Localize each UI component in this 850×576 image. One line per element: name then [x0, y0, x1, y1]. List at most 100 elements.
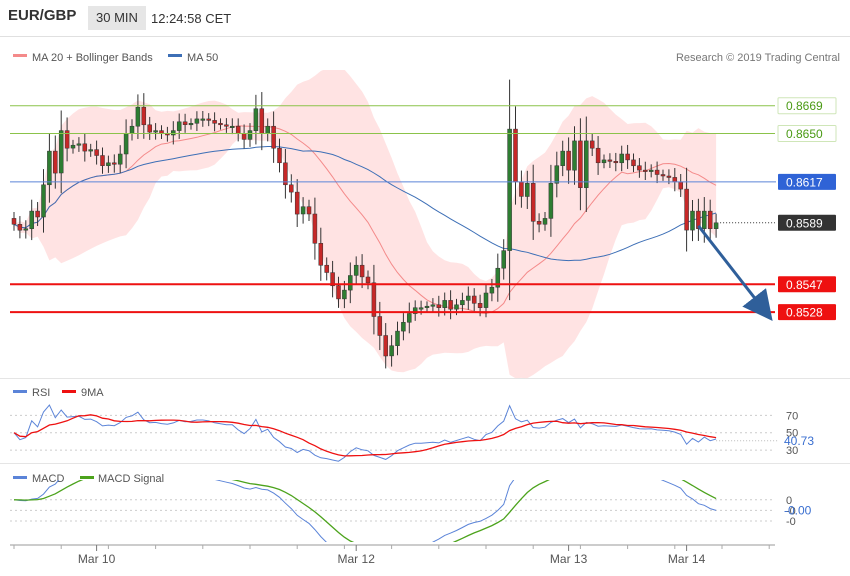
candle — [330, 260, 335, 298]
candle-body — [619, 153, 624, 164]
candle-body — [171, 130, 176, 136]
chart-header: EUR/GBP 30 MIN 12:24:58 CET — [0, 0, 850, 36]
copyright-text: Research © 2019 Trading Central — [676, 52, 840, 64]
candle-body — [17, 224, 23, 231]
candle — [525, 170, 530, 209]
rsi-line — [13, 404, 717, 462]
candle-body — [601, 159, 607, 164]
candle — [100, 147, 105, 174]
price-legend: MA 20 + Bollinger Bands MA 50 — [13, 52, 218, 64]
candle-body — [501, 250, 506, 269]
candle-body — [289, 184, 294, 193]
candle-body — [678, 181, 683, 190]
candle — [460, 292, 465, 313]
candle-body — [23, 228, 29, 231]
candle — [336, 276, 341, 308]
rsi-legend: RSI 9MA — [13, 387, 104, 399]
candle-body — [300, 206, 306, 215]
candle-body — [578, 140, 583, 188]
candle-body — [525, 183, 530, 197]
candle-body — [224, 124, 229, 127]
candle — [536, 213, 542, 233]
candle — [141, 93, 147, 139]
candle-body — [336, 285, 341, 300]
candle-body — [513, 128, 518, 183]
candle-body — [365, 276, 371, 284]
candle-body — [560, 150, 565, 166]
candle-body — [654, 169, 660, 175]
macd-current-value: -0.00 — [784, 503, 812, 517]
candle-body — [129, 125, 135, 134]
candle — [495, 253, 501, 302]
candle — [47, 133, 52, 203]
candle-body — [418, 307, 424, 310]
candle — [501, 239, 506, 280]
instrument-symbol: EUR/GBP — [8, 7, 77, 24]
candle-body — [147, 124, 152, 133]
candle-body — [690, 210, 695, 231]
candle — [230, 118, 235, 135]
candle — [507, 79, 512, 301]
candle-body — [436, 304, 442, 308]
candle — [194, 111, 200, 131]
time-axis: Mar 10 Mar 12 Mar 13 Mar 14 — [10, 544, 775, 566]
candle-body — [123, 133, 129, 155]
price-levels: 0.8669 0.8650 0.8617 0.8589 0.8547 0.8528 — [10, 97, 837, 321]
rsi-ma-line — [13, 414, 717, 457]
candle-body — [595, 147, 601, 164]
candle — [631, 153, 636, 173]
candle-body — [637, 165, 642, 171]
macd-tick-label: -0 — [786, 516, 796, 528]
candle-body — [106, 162, 111, 166]
candle-body — [241, 133, 247, 140]
candle — [353, 256, 359, 285]
candle — [613, 152, 619, 172]
x-axis-tick-label: Mar 10 — [78, 552, 116, 566]
candle — [135, 94, 141, 140]
candle-body — [389, 345, 394, 357]
candle-body — [312, 213, 318, 244]
candle-body — [135, 106, 141, 127]
candle-body — [401, 322, 406, 332]
candle — [289, 174, 294, 203]
candle — [76, 137, 82, 152]
rsi-plot: 30 50 70 40.73 — [10, 404, 814, 462]
candle — [212, 112, 217, 132]
candle-body — [194, 118, 200, 124]
candle — [377, 301, 383, 351]
candle-body — [519, 181, 524, 197]
candle — [643, 161, 648, 180]
x-axis-tick-label: Mar 12 — [338, 552, 376, 566]
candle-body — [330, 272, 335, 287]
candle-body — [530, 183, 536, 222]
legend-label-macd-signal: MACD Signal — [98, 473, 164, 485]
candle-body — [489, 286, 495, 294]
level-resistance: 0.8650 — [10, 125, 837, 143]
candle — [383, 323, 388, 369]
candle-body — [625, 153, 630, 161]
candle-body — [713, 222, 719, 229]
level-value: 0.8589 — [786, 216, 823, 230]
candle-body — [94, 149, 99, 156]
candle — [607, 153, 613, 168]
candle-body — [666, 175, 672, 178]
candle-body — [702, 210, 707, 229]
candle-body — [53, 150, 58, 174]
candle — [82, 133, 88, 162]
candle-body — [542, 218, 548, 225]
level-tag: 0.8547 — [778, 276, 836, 293]
candle — [584, 116, 589, 212]
candle-body — [88, 149, 93, 152]
candle-body — [471, 295, 477, 304]
candle — [294, 179, 300, 227]
candle — [29, 199, 34, 241]
candle-body — [412, 307, 418, 314]
timeframe-selector[interactable]: 30 MIN — [88, 6, 146, 30]
candle — [554, 151, 560, 198]
legend-label-rsi: RSI — [32, 387, 50, 399]
candle-body — [176, 121, 182, 131]
legend-swatch-macd — [13, 476, 27, 479]
legend-label-ma20: MA 20 + Bollinger Bands — [32, 52, 153, 64]
candle-body — [643, 169, 648, 172]
candle — [17, 216, 23, 239]
